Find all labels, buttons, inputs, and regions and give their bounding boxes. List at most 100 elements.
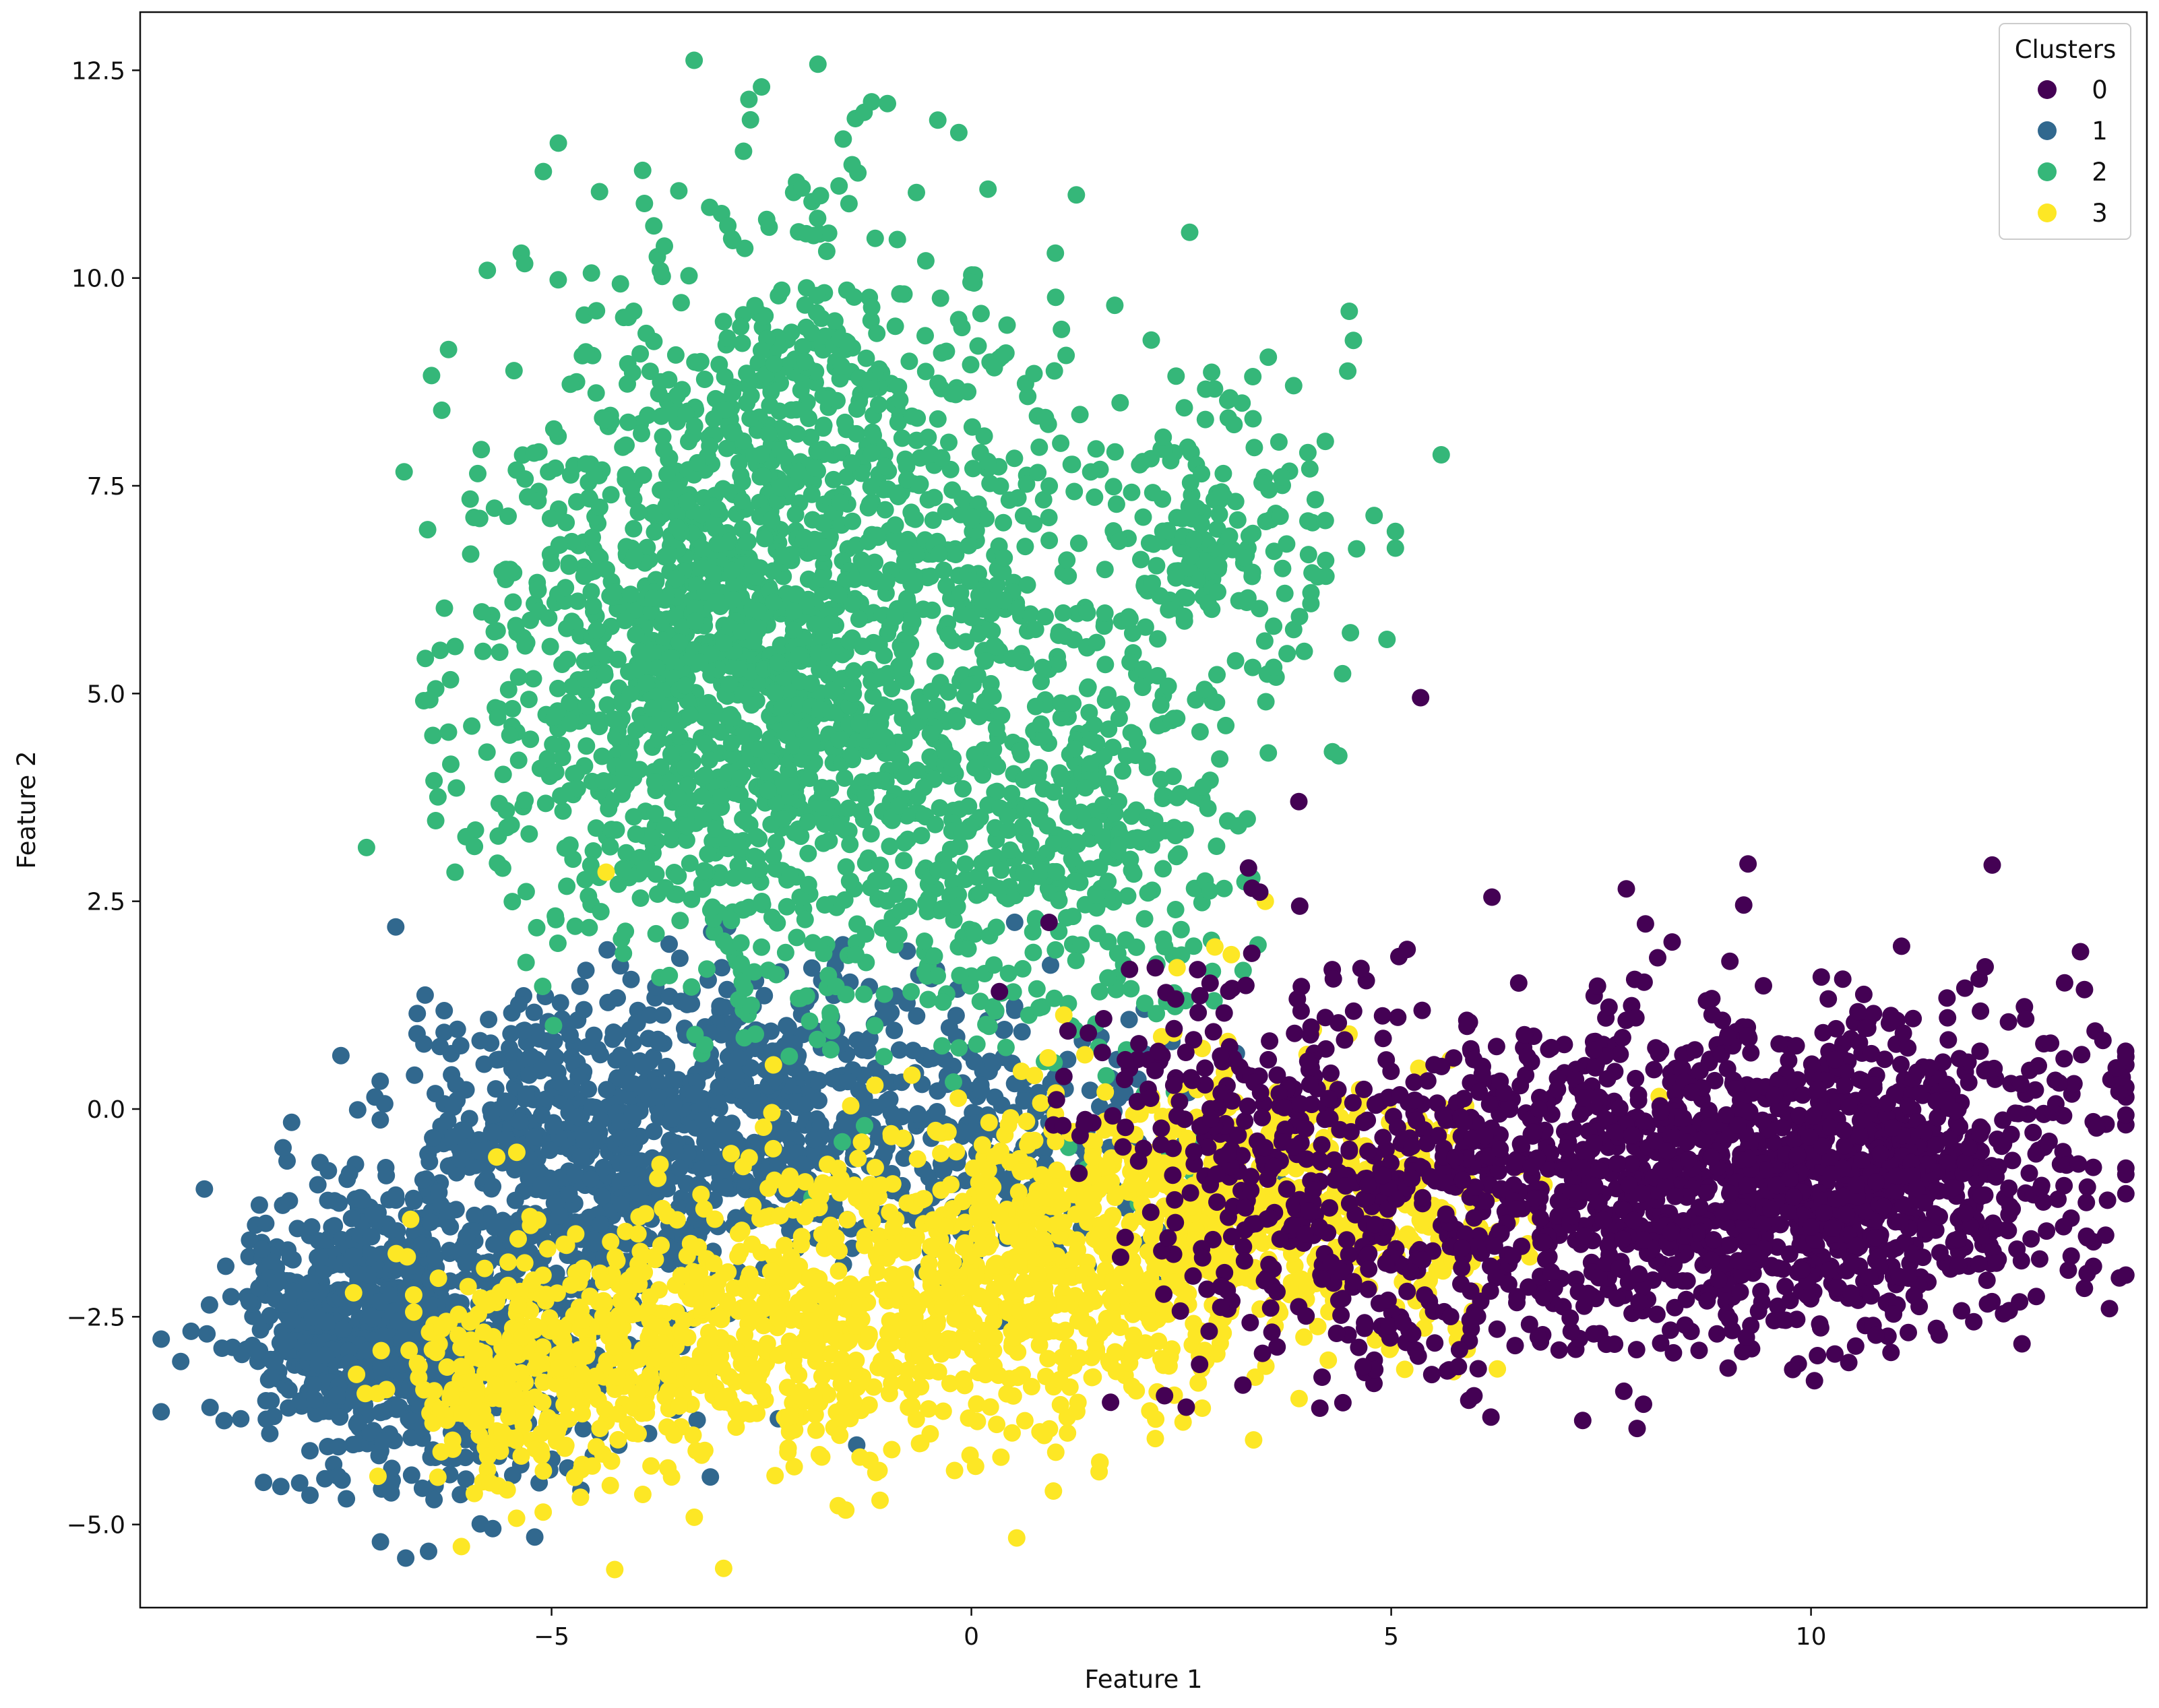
data-point — [763, 908, 781, 926]
data-point — [446, 863, 464, 881]
data-point — [629, 503, 648, 521]
data-point — [1132, 550, 1150, 569]
data-point — [620, 745, 638, 763]
data-point — [724, 1063, 743, 1080]
data-point — [1158, 521, 1177, 540]
data-point — [520, 825, 538, 843]
data-point — [561, 714, 579, 732]
data-point — [694, 1111, 712, 1129]
data-point — [649, 1030, 667, 1048]
data-point — [934, 1402, 952, 1420]
data-point — [501, 726, 519, 744]
data-point — [451, 1150, 470, 1168]
data-point — [782, 778, 800, 796]
data-point — [896, 552, 914, 570]
data-point — [526, 1528, 544, 1546]
data-point — [568, 780, 586, 798]
data-point — [915, 778, 933, 796]
data-point — [770, 1125, 788, 1143]
data-point — [604, 1023, 623, 1041]
data-point — [716, 368, 734, 386]
data-point — [1378, 631, 1396, 648]
data-point — [152, 1403, 170, 1421]
data-point — [493, 563, 511, 581]
data-point — [532, 1106, 551, 1124]
data-point — [754, 467, 772, 485]
data-point — [962, 273, 980, 291]
data-point — [1067, 951, 1085, 970]
data-point — [797, 318, 815, 336]
data-point — [908, 761, 927, 780]
data-point — [662, 745, 680, 763]
data-point — [1228, 511, 1247, 529]
data-point — [366, 1088, 384, 1106]
data-point — [416, 650, 435, 668]
data-point — [868, 324, 886, 342]
data-point — [635, 195, 654, 212]
data-point — [642, 829, 660, 846]
data-point — [1001, 841, 1020, 859]
data-point — [1197, 380, 1215, 398]
data-point — [1017, 879, 1035, 897]
data-point — [402, 1466, 420, 1484]
data-point — [1030, 438, 1049, 456]
data-point — [971, 884, 989, 902]
data-point — [891, 391, 909, 409]
data-point — [516, 470, 534, 488]
data-point — [695, 862, 713, 880]
data-point — [1160, 601, 1178, 619]
data-point — [894, 642, 912, 660]
data-point — [458, 1228, 476, 1245]
data-point — [1025, 515, 1043, 533]
data-point — [732, 623, 751, 641]
data-point — [876, 457, 894, 476]
data-point — [979, 180, 997, 198]
data-point — [633, 1078, 651, 1096]
data-point — [917, 894, 935, 912]
data-point — [1042, 956, 1059, 974]
data-point — [749, 1101, 768, 1118]
data-point — [582, 1170, 600, 1188]
data-point — [788, 928, 806, 947]
data-point — [838, 334, 856, 352]
data-point — [1046, 244, 1065, 262]
data-point — [908, 1007, 926, 1025]
data-point — [786, 505, 805, 524]
data-point — [475, 1055, 493, 1073]
data-point — [1024, 943, 1042, 961]
data-point — [730, 660, 748, 678]
data-point — [763, 511, 781, 529]
data-point — [1040, 509, 1058, 527]
data-point — [1192, 515, 1210, 534]
data-point — [686, 612, 704, 631]
data-point — [1072, 936, 1090, 954]
data-point — [954, 780, 972, 798]
data-point — [540, 1141, 559, 1160]
data-point — [966, 759, 984, 777]
data-point — [1107, 495, 1125, 513]
data-point — [545, 1032, 563, 1050]
data-point — [1257, 693, 1275, 711]
data-point — [929, 410, 947, 428]
data-point — [1229, 817, 1247, 835]
data-point — [811, 1116, 830, 1134]
data-point — [1065, 873, 1084, 890]
data-point — [1299, 512, 1317, 530]
data-point — [621, 685, 639, 703]
data-point — [625, 546, 644, 565]
data-point — [598, 941, 617, 959]
data-point — [1159, 677, 1177, 695]
data-point — [670, 182, 688, 200]
data-point — [561, 375, 580, 393]
points-layer — [152, 51, 2135, 1579]
data-point — [739, 866, 756, 885]
data-point — [823, 1021, 841, 1040]
data-point — [617, 922, 635, 941]
data-point — [821, 1004, 840, 1022]
data-point — [217, 1257, 234, 1275]
data-point — [525, 1128, 543, 1146]
data-point — [1110, 836, 1128, 854]
data-point — [879, 94, 896, 113]
data-point — [1023, 800, 1041, 818]
data-point — [1166, 901, 1185, 918]
